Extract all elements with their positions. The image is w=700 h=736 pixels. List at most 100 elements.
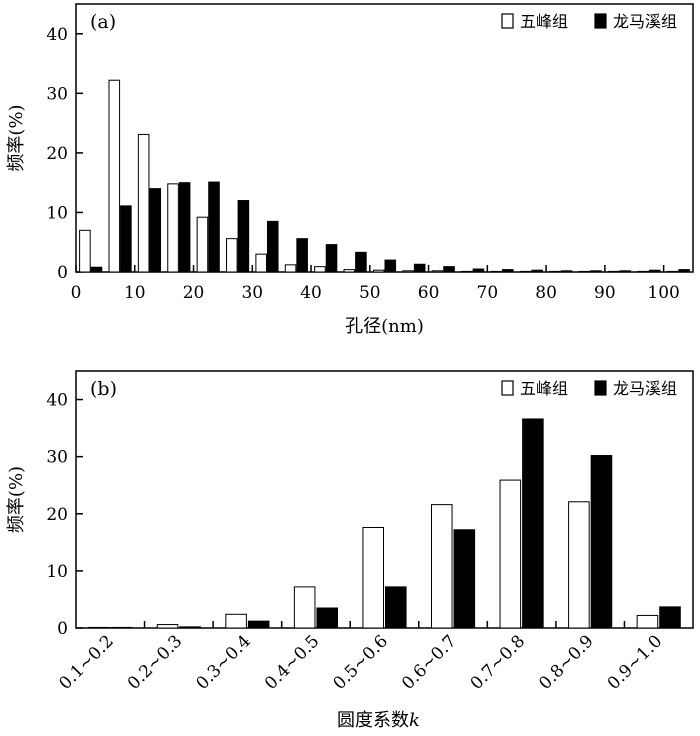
bar-wufeng <box>196 216 209 273</box>
bar-wufeng <box>156 624 179 629</box>
legend-label-longmaxi: 龙马溪组 <box>613 12 677 31</box>
bar-wufeng <box>284 264 297 273</box>
y-tick-label: 10 <box>46 562 68 582</box>
bar-wufeng <box>519 270 532 273</box>
bar-longmaxi <box>237 200 250 273</box>
bar-wufeng <box>137 133 150 273</box>
bar-wufeng <box>578 270 591 273</box>
bar-wufeng <box>499 479 522 629</box>
bar-longmaxi <box>325 244 338 273</box>
legend-label-wufeng: 五峰组 <box>520 12 568 31</box>
y-axis-label: 频率(%) <box>6 104 27 171</box>
legend-swatch-wufeng <box>501 13 514 29</box>
bar-longmaxi <box>355 251 367 273</box>
x-tick-label: 10 <box>124 283 146 303</box>
y-axis-label: 频率(%) <box>6 466 27 533</box>
bar-longmaxi <box>453 529 476 629</box>
bar-longmaxi <box>149 188 162 273</box>
bar-wufeng <box>549 270 561 273</box>
x-tick-label: 0.3~0.4 <box>192 631 254 693</box>
x-tick-label: 30 <box>241 283 263 303</box>
bar-longmaxi <box>316 607 339 629</box>
bar-longmaxi <box>590 270 602 273</box>
bar-wufeng <box>402 270 414 273</box>
x-tick-label: 0.1~0.2 <box>55 631 117 693</box>
bar-longmaxi <box>413 263 426 273</box>
x-axis-label-variable: k <box>409 710 420 731</box>
y-tick-label: 30 <box>46 448 68 468</box>
x-tick-label: 0.4~0.5 <box>261 631 323 693</box>
bar-longmaxi <box>266 220 279 273</box>
y-tick-label: 0 <box>57 619 68 639</box>
bar-wufeng <box>431 270 444 273</box>
bar-longmaxi <box>678 269 690 273</box>
x-tick-label: 0.8~0.9 <box>535 631 597 693</box>
y-tick-label: 40 <box>46 25 68 45</box>
y-tick-label: 20 <box>46 505 68 525</box>
x-axis-label: 圆度系数k <box>337 710 420 731</box>
legend-label-wufeng: 五峰组 <box>520 379 568 398</box>
bar-wufeng <box>343 269 356 273</box>
y-tick-label: 0 <box>57 263 68 283</box>
bar-wufeng <box>362 526 384 629</box>
bar-wufeng <box>430 504 453 629</box>
bar-longmaxi <box>208 181 220 273</box>
bar-wufeng <box>293 586 316 629</box>
x-tick-label: 40 <box>300 283 322 303</box>
x-tick-label: 0.2~0.3 <box>124 631 186 693</box>
bar-longmaxi <box>502 269 514 273</box>
bar-longmaxi <box>384 259 397 273</box>
bar-wufeng <box>461 270 473 273</box>
bar-longmaxi <box>443 266 455 273</box>
bar-wufeng <box>255 253 267 273</box>
bar-wufeng <box>88 626 110 629</box>
x-tick-label: 0 <box>71 283 82 303</box>
bar-wufeng <box>568 501 590 629</box>
plot-frame <box>75 370 694 629</box>
bar-longmaxi <box>531 269 543 273</box>
bar-longmaxi <box>179 626 201 629</box>
y-tick-label: 40 <box>46 391 68 411</box>
x-tick-label: 20 <box>183 283 205 303</box>
bar-longmaxi <box>247 620 270 629</box>
legend-swatch-longmaxi <box>594 13 607 29</box>
x-tick-label: 50 <box>359 283 381 303</box>
x-tick-label: 0.7~0.8 <box>467 631 529 693</box>
x-tick-label: 0.9~1.0 <box>604 631 666 693</box>
x-tick-label: 100 <box>647 283 679 303</box>
bar-longmaxi <box>296 238 308 273</box>
bar-wufeng <box>167 183 179 273</box>
panel-label: (b) <box>90 378 117 400</box>
bar-longmaxi <box>110 626 133 629</box>
x-tick-label: 0.6~0.7 <box>398 631 460 693</box>
bar-wufeng <box>666 270 679 273</box>
bar-wufeng <box>108 79 121 273</box>
legend-label-longmaxi: 龙马溪组 <box>613 379 677 398</box>
y-tick-label: 20 <box>46 144 68 164</box>
panel-label: (a) <box>90 11 116 33</box>
bar-wufeng <box>225 613 247 629</box>
bar-longmaxi <box>590 455 613 629</box>
y-tick-label: 10 <box>46 203 68 223</box>
x-axis-label: 孔径(nm) <box>345 316 424 337</box>
bar-wufeng <box>372 269 385 273</box>
bar-wufeng <box>637 270 649 273</box>
bar-longmaxi <box>619 270 632 273</box>
bar-longmaxi <box>659 606 681 629</box>
bar-wufeng <box>636 614 659 629</box>
bar-longmaxi <box>648 269 661 273</box>
y-tick-label: 30 <box>46 84 68 104</box>
bar-longmaxi <box>522 418 544 629</box>
plot-frame <box>75 3 694 273</box>
bar-wufeng <box>607 270 620 273</box>
x-tick-label: 60 <box>418 283 440 303</box>
x-tick-label: 80 <box>535 283 557 303</box>
bar-wufeng <box>490 270 503 273</box>
bar-longmaxi <box>178 182 191 273</box>
bar-wufeng <box>314 266 326 273</box>
bar-longmaxi <box>385 586 407 629</box>
legend-swatch-longmaxi <box>594 380 607 396</box>
bar-longmaxi <box>560 270 573 273</box>
x-tick-label: 70 <box>477 283 499 303</box>
